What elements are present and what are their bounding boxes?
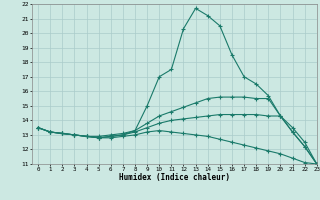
X-axis label: Humidex (Indice chaleur): Humidex (Indice chaleur) <box>119 173 230 182</box>
